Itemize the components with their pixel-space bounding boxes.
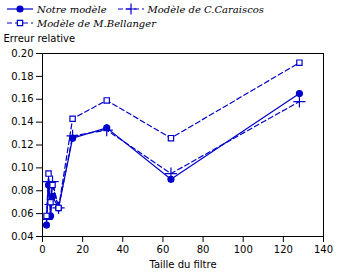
svg-text:40: 40 <box>116 244 129 255</box>
svg-text:0.06: 0.06 <box>11 208 33 219</box>
svg-text:0.12: 0.12 <box>11 139 33 150</box>
html-text:Modèle de M.Bellanger: Modèle de M.Bellanger <box>37 17 156 29</box>
svg-text:0.16: 0.16 <box>11 93 33 104</box>
svg-text:100: 100 <box>234 244 253 255</box>
svg-text:0.04: 0.04 <box>11 231 33 242</box>
svg-text:0: 0 <box>39 244 45 255</box>
svg-text:140: 140 <box>314 244 333 255</box>
svg-text:60: 60 <box>157 244 170 255</box>
svg-text:0.08: 0.08 <box>11 185 33 196</box>
svg-text:80: 80 <box>197 244 210 255</box>
svg-text:0.14: 0.14 <box>11 116 33 127</box>
svg-text:0.20: 0.20 <box>11 48 33 59</box>
svg-text:0.10: 0.10 <box>11 162 33 173</box>
svg-text:Taille du filtre: Taille du filtre <box>148 259 216 270</box>
svg-text:120: 120 <box>274 244 293 255</box>
html-text:Notre modèle: Notre modèle <box>37 3 107 15</box>
svg-text:20: 20 <box>76 244 89 255</box>
html-text:Modèle de C.Caraiscos: Modèle de C.Caraiscos <box>147 3 264 15</box>
svg-text:0.18: 0.18 <box>11 71 33 82</box>
svg-text:Erreur relative: Erreur relative <box>4 33 76 44</box>
